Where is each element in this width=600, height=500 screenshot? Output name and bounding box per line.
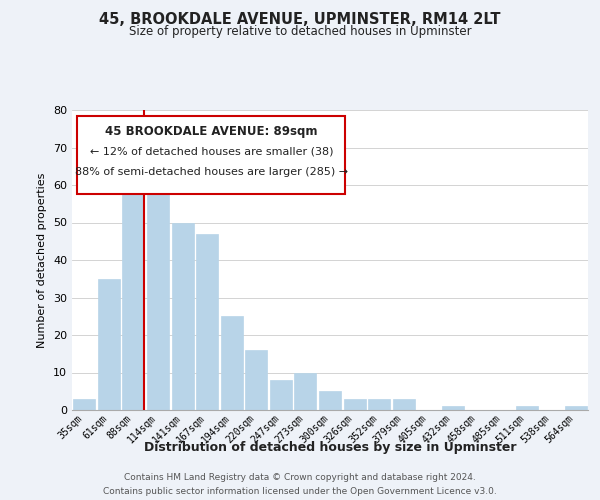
FancyBboxPatch shape (77, 116, 346, 194)
Text: Size of property relative to detached houses in Upminster: Size of property relative to detached ho… (128, 25, 472, 38)
Bar (122, 188, 145, 410)
Bar (147, 192, 169, 410)
Bar (442, 406, 464, 410)
Bar (221, 316, 243, 410)
Bar (270, 380, 292, 410)
Bar (368, 399, 390, 410)
Y-axis label: Number of detached properties: Number of detached properties (37, 172, 47, 348)
Text: 45 BROOKDALE AVENUE: 89sqm: 45 BROOKDALE AVENUE: 89sqm (105, 125, 317, 138)
Text: 88% of semi-detached houses are larger (285) →: 88% of semi-detached houses are larger (… (75, 167, 348, 177)
Bar (245, 350, 268, 410)
Bar (73, 399, 95, 410)
Text: 45, BROOKDALE AVENUE, UPMINSTER, RM14 2LT: 45, BROOKDALE AVENUE, UPMINSTER, RM14 2L… (99, 12, 501, 28)
Bar (319, 391, 341, 410)
Text: Contains public sector information licensed under the Open Government Licence v3: Contains public sector information licen… (103, 486, 497, 496)
Bar (344, 399, 365, 410)
Bar (392, 399, 415, 410)
Text: ← 12% of detached houses are smaller (38): ← 12% of detached houses are smaller (38… (89, 146, 333, 156)
Bar (196, 234, 218, 410)
Bar (515, 406, 538, 410)
Bar (172, 222, 194, 410)
Bar (565, 406, 587, 410)
Bar (98, 279, 120, 410)
Text: Distribution of detached houses by size in Upminster: Distribution of detached houses by size … (144, 441, 516, 454)
Text: Contains HM Land Registry data © Crown copyright and database right 2024.: Contains HM Land Registry data © Crown c… (124, 473, 476, 482)
Bar (295, 372, 316, 410)
